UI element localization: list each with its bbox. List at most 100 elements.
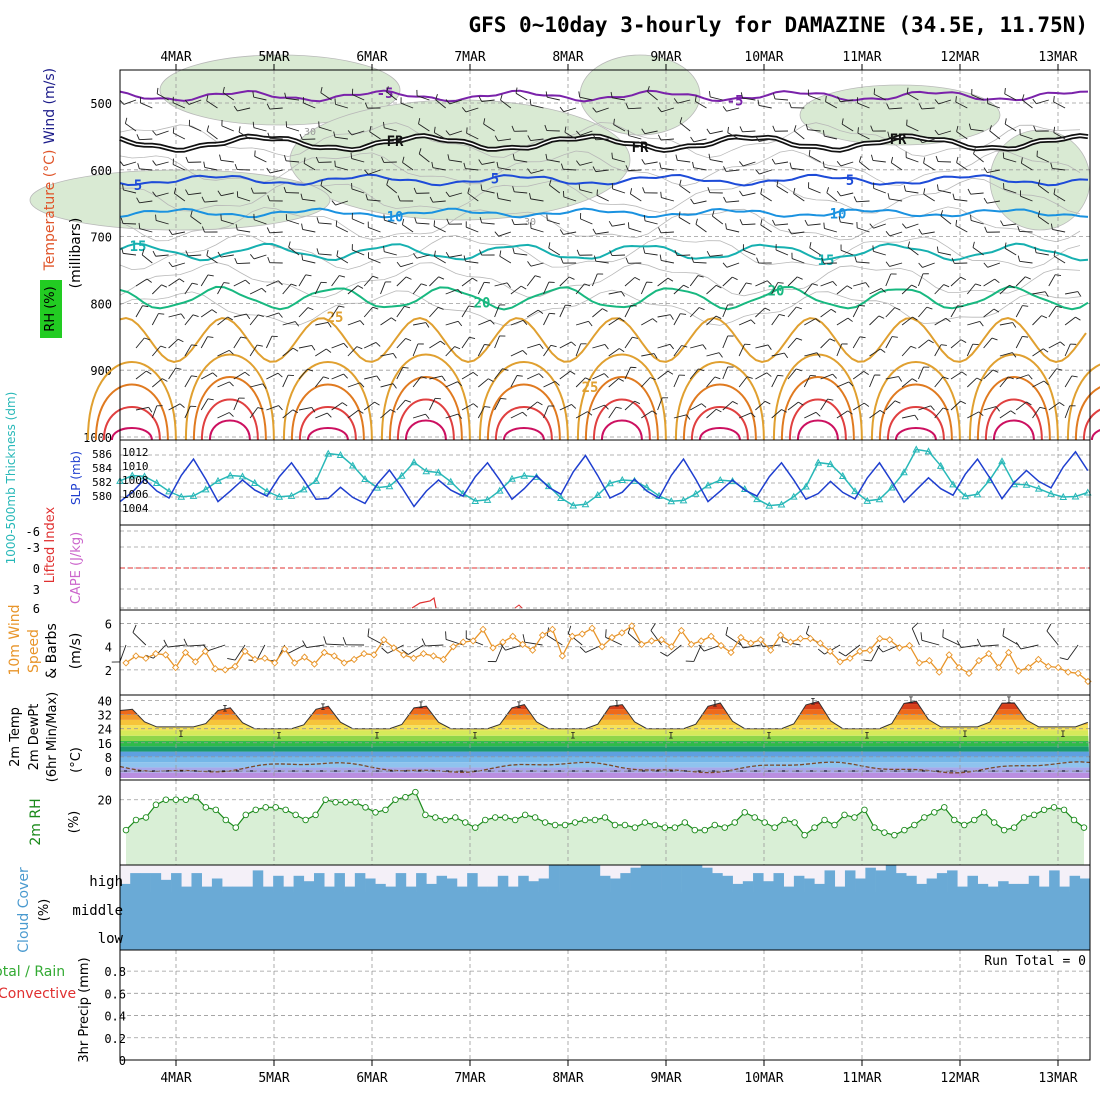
wind-barb-flag [1043,380,1049,386]
wind-barb-flag [227,316,233,321]
wind-barb [575,411,588,419]
slp-tick: 1008 [122,474,149,487]
wind-barb [923,162,935,171]
wind-speed-marker [935,668,943,676]
high-cloud-bar [160,879,172,892]
wind-barb-flag [278,312,283,318]
temperature-axis-label: Temperature (°C) [42,150,58,272]
wind-barb [725,634,742,646]
wind-barb [693,261,707,264]
wind-barb-flag [137,163,140,169]
wind-barb [139,138,153,141]
temperature-contour [119,173,1089,187]
wind-barb [689,307,700,318]
wind-barb [644,220,658,225]
wind-barb-flag [192,314,199,318]
wind-barb [970,220,984,225]
rh-marker [651,821,659,829]
wind-barb [999,284,1010,295]
wind-barb [119,644,127,663]
wind-barb [608,317,620,326]
wind-speed-marker [251,655,259,664]
wind-barb-flag [798,401,804,406]
wind-barb-flag [739,190,744,197]
pressure-tick-label: 500 [90,97,112,111]
wind-barb [836,343,843,357]
rh-marker [222,816,230,824]
wind-barb-flag [383,121,385,128]
wind-barb-flag [772,93,776,100]
wind-barb [524,641,543,646]
wind-barb-flag [983,262,988,268]
wind-barb-flag [911,622,919,629]
wind-barb [189,125,202,132]
li-tick: 6 [33,602,40,616]
warm-temperature-contour [984,398,1043,441]
wind-speed-marker [945,651,953,659]
wind-barb-flag [911,378,918,382]
wind-barb-flag [228,350,234,355]
wind-barb-flag [760,188,763,195]
wind-barb-flag [1002,627,1005,637]
wind-barb-flag [869,223,874,229]
warm-temperature-contour [478,361,569,441]
high-cloud-bar [375,883,386,892]
date-label-top: 12MAR [940,50,979,65]
high-cloud-bar [314,873,325,892]
wind-barb [347,382,361,388]
wind-barb-flag [180,313,185,319]
wind-barb [644,130,658,135]
wind-barb [125,123,137,132]
wind-barb-flag [511,218,515,225]
wind-barb-flag [634,277,641,281]
wind-barb [678,216,691,225]
wind-barb [123,189,137,194]
high-cloud-bar [497,875,509,892]
wind-barb-flag [569,370,576,375]
temp-color-band [120,741,1090,747]
thickness-marker [667,497,676,505]
wind-barb-flag [512,153,515,160]
wind-barb-flag [469,336,476,340]
wind-barb-flag [608,220,613,227]
wind-barb [689,403,702,411]
wind-barb-flag [822,161,825,168]
wind-barb [139,168,153,171]
wind-barb [563,107,577,113]
wind-barb-flag [810,374,817,377]
wind-barb [771,314,780,326]
wind-barb [624,336,633,349]
wind-barb [543,345,552,357]
rh-marker [442,816,449,824]
wind-barb [461,277,473,287]
date-label-bottom: 8MAR [552,1071,583,1086]
slp-tick: 1006 [122,488,149,501]
thickness-marker [1083,488,1092,496]
slp-tick: 1012 [122,446,149,459]
wind-speed-marker [231,662,239,671]
wind-barb-flag [1015,642,1022,650]
wind-barb-flag [935,155,939,162]
wind-barb [852,305,860,318]
wind-barb [234,644,246,661]
wind-barb-flag [983,197,988,204]
wind-barb [803,283,813,295]
mid-low-cloud [120,892,1090,950]
wind-barb-flag [870,125,874,132]
rh-marker [691,826,699,834]
wind-barb-flag [522,411,528,417]
wind-barb-flag [847,410,853,415]
wind-barb-flag [545,91,548,98]
wind-barb [563,231,577,235]
wind-barb-flag [179,278,185,283]
high-cloud-bar [538,878,550,892]
wind-barb [902,414,915,419]
wind-barb [494,398,501,411]
wind-barb [368,169,381,175]
wind-barb [543,313,550,326]
wind-barb-flag [880,348,886,353]
high-cloud-bar [753,873,764,892]
wind-barb [335,166,349,171]
wind-barb [742,130,756,133]
wind-barb [891,162,903,171]
